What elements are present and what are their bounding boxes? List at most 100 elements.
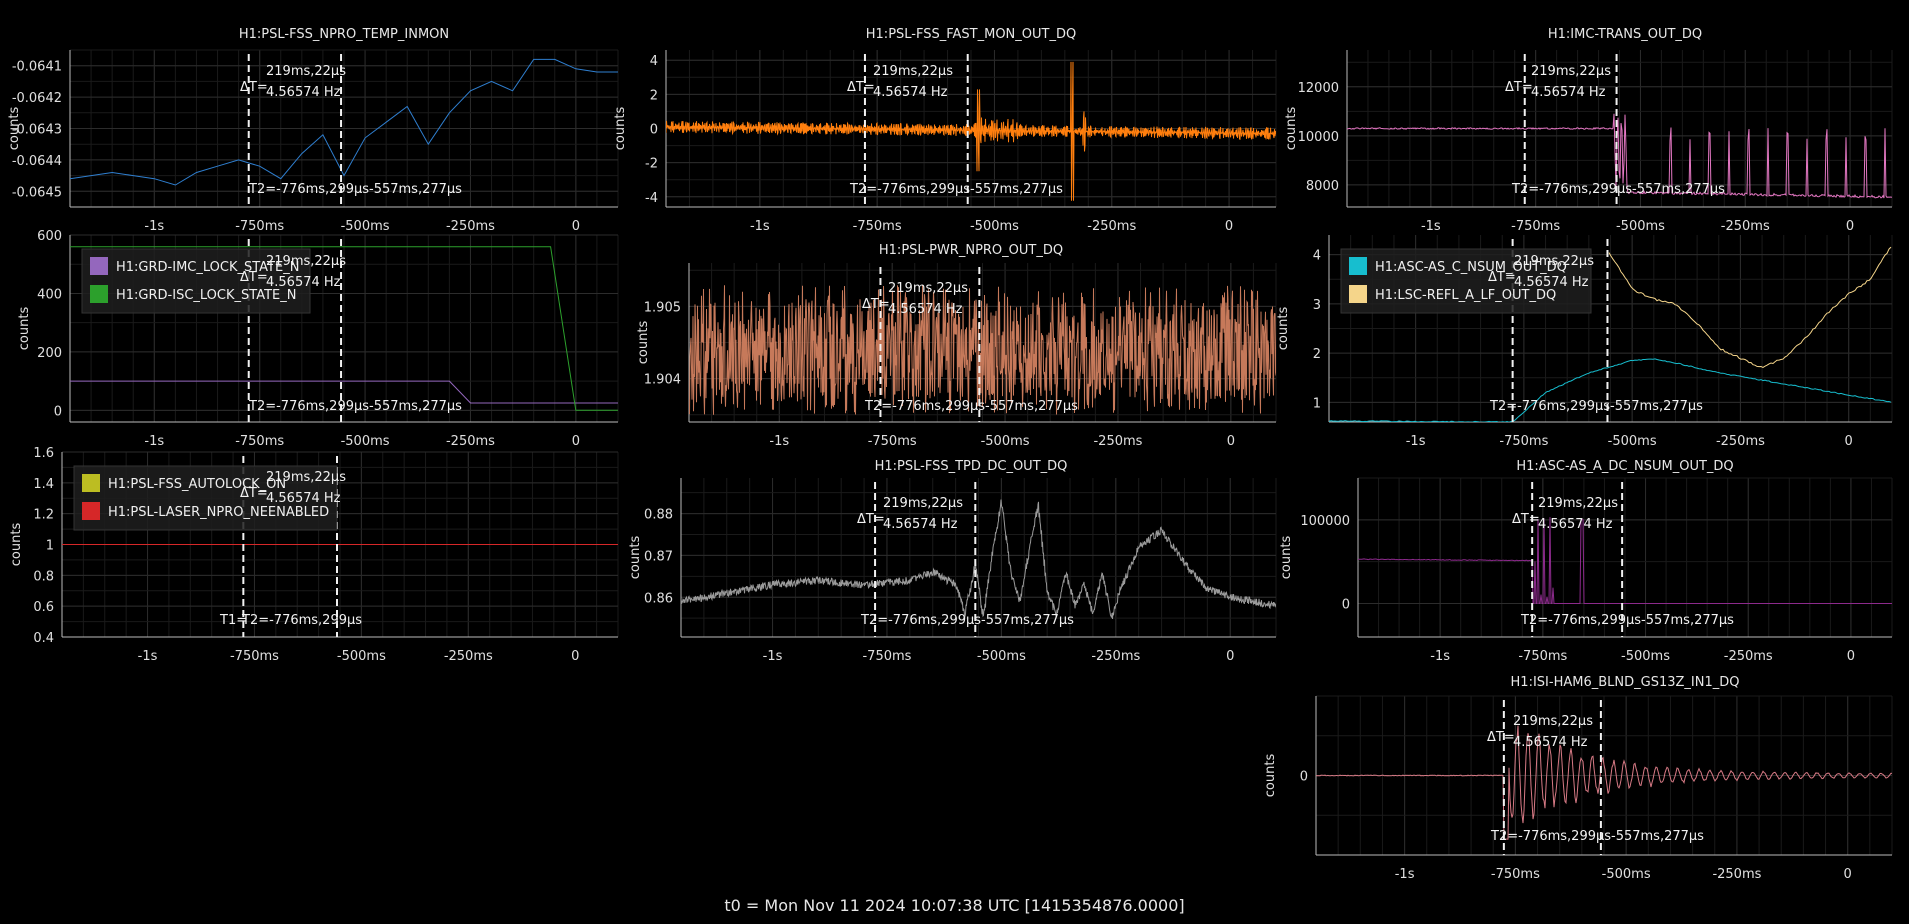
delta-t-value: 219ms,22µs [888, 281, 968, 296]
y-tick-label: 600 [37, 229, 62, 244]
y-axis-label: counts [636, 321, 651, 365]
delta-t-value: 219ms,22µs [266, 254, 346, 269]
cursor-t3-label: -557ms,277µs [981, 613, 1074, 628]
y-axis-label: counts [9, 523, 24, 567]
delta-t-symbol: ΔT= [1487, 730, 1515, 745]
x-tick-label: -500ms [970, 219, 1019, 234]
y-tick-label: 12000 [1298, 81, 1339, 96]
y-tick-label: 0 [1342, 598, 1350, 613]
y-tick-label: 4 [1313, 249, 1321, 264]
x-tick-label: -750ms [235, 219, 284, 234]
x-tick-label: -1s [1406, 434, 1426, 449]
series-line [1316, 725, 1892, 840]
x-tick-label: -750ms [235, 434, 284, 449]
delta-t-value: 219ms,22µs [1531, 64, 1611, 79]
x-tick-label: -250ms [446, 219, 495, 234]
x-tick-label: -1s [1430, 649, 1450, 664]
t0-footer: t0 = Mon Nov 11 2024 10:07:38 UTC [14153… [724, 896, 1185, 915]
delta-t-value: 219ms,22µs [1513, 714, 1593, 729]
y-axis-label: counts [628, 536, 643, 580]
chart-pwr-npro: H1:PSL-PWR_NPRO_OUT_DQ 1.905 1.904 -1s -750m… [636, 243, 1277, 449]
x-tick-label: 0 [1844, 867, 1852, 882]
x-tick-label: -1s [750, 219, 770, 234]
y-axis-label: counts [1263, 754, 1278, 798]
delta-t-value: 219ms,22µs [883, 496, 963, 511]
delta-t-symbol: ΔT= [1488, 270, 1516, 285]
chart-title: H1:IMC-TRANS_OUT_DQ [1548, 27, 1702, 42]
y-tick-label: 200 [37, 346, 62, 361]
legend-entry: H1:PSL-LASER_NPRO_NEENABLED [108, 505, 329, 520]
cursor-t2-label: T2=-776ms,299µs [864, 399, 985, 414]
delta-t-frequency: 4.56574 Hz [1513, 735, 1588, 750]
x-tick-label: -500ms [1621, 649, 1670, 664]
delta-t-frequency: 4.56574 Hz [883, 517, 958, 532]
delta-t-symbol: ΔT= [240, 80, 268, 95]
x-tick-label: -750ms [1499, 434, 1548, 449]
x-tick-label: -250ms [1091, 649, 1140, 664]
y-tick-label: 0.86 [644, 591, 673, 606]
series-line-h1-lsc-refl-a-lf-out-dq [1608, 246, 1892, 368]
y-tick-label: 10000 [1298, 130, 1339, 145]
y-tick-label: 8000 [1306, 179, 1339, 194]
delta-t-frequency: 4.56574 Hz [266, 491, 341, 506]
grid [680, 478, 1277, 637]
y-tick-label: 1.4 [33, 477, 54, 492]
x-tick-label: -250ms [1712, 867, 1761, 882]
cursor-t3-label: -557ms,277µs [1632, 182, 1725, 197]
x-tick-label: -750ms [1511, 219, 1560, 234]
y-axis-label: counts [1279, 536, 1294, 580]
delta-t-symbol: ΔT= [240, 486, 268, 501]
x-tick-label: -500ms [1602, 867, 1651, 882]
legend-swatch [82, 502, 100, 520]
legend-entry: H1:GRD-ISC_LOCK_STATE_N [116, 288, 296, 303]
cursor-t2-label: T2=-776ms,299µs [849, 182, 970, 197]
y-tick-label: 0 [650, 123, 658, 138]
y-tick-label: 0.8 [33, 569, 54, 584]
chart-fss-tpd: H1:PSL-FSS_TPD_DC_OUT_DQ 0.88 0.87 0.86 -1s -… [628, 459, 1277, 664]
series-line [689, 284, 1276, 415]
y-axis-label: counts [7, 107, 22, 151]
y-tick-label: 1.905 [644, 300, 681, 315]
x-tick-label: -750ms [853, 219, 902, 234]
delta-t-symbol: ΔT= [847, 80, 875, 95]
delta-t-value: 219ms,22µs [873, 64, 953, 79]
x-tick-label: -250ms [1087, 219, 1136, 234]
chart-imc-trans: H1:IMC-TRANS_OUT_DQ 12000 10000 8000 -1s -750… [1284, 27, 1893, 234]
chart-title: H1:PSL-FSS_TPD_DC_OUT_DQ [875, 459, 1068, 474]
cursor-t3-label: -557ms,277µs [985, 399, 1078, 414]
legend: H1:ASC-AS_C_NSUM_OUT_DQ H1:LSC-REFL_A_LF_… [1340, 248, 1592, 314]
y-tick-label: 0 [54, 404, 62, 419]
cursor-t3-label: -557ms,277µs [369, 182, 462, 197]
x-tick-label: -250ms [446, 434, 495, 449]
x-tick-label: -500ms [341, 219, 390, 234]
y-tick-label: -2 [645, 157, 658, 172]
legend: H1:PSL-FSS_AUTOLOCK_ON H1:PSL-LASER_NPRO_… [73, 465, 338, 531]
x-tick-label: -750ms [1491, 867, 1540, 882]
cursor-t3-label: -557ms,277µs [1611, 829, 1704, 844]
x-tick-label: -750ms [868, 434, 917, 449]
chart-title: H1:ISI-HAM6_BLND_GS13Z_IN1_DQ [1511, 675, 1740, 690]
chart-title: H1:PSL-PWR_NPRO_OUT_DQ [879, 243, 1063, 258]
y-tick-label: 1.6 [33, 446, 54, 461]
chart-asc-lsc: 4 3 2 1 -1s -750ms -500ms -250ms 0 counts H1:ASC-A… [1276, 235, 1893, 449]
x-tick-label: -250ms [1724, 649, 1773, 664]
delta-t-frequency: 4.56574 Hz [266, 275, 341, 290]
y-tick-label: 0.6 [33, 600, 54, 615]
chart-fss-autolock: 1.6 1.4 1.2 1 0.8 0.6 0.4 -1s -750ms -500ms -250ms… [9, 446, 619, 664]
x-tick-label: -750ms [1518, 649, 1567, 664]
y-tick-label: -4 [645, 191, 658, 206]
x-tick-label: -250ms [1721, 219, 1770, 234]
cursor-t2-label: T2=-776ms,299µs [248, 182, 369, 197]
delta-t-frequency: 4.56574 Hz [1538, 517, 1613, 532]
legend: H1:GRD-IMC_LOCK_STATE_N H1:GRD-ISC_LOCK_S… [81, 248, 311, 314]
delta-t-symbol: ΔT= [240, 270, 268, 285]
cursor-t3-label: -557ms,277µs [1610, 399, 1703, 414]
x-tick-label: -250ms [1093, 434, 1142, 449]
x-tick-label: -750ms [862, 649, 911, 664]
chart-asc-as-a: H1:ASC-AS_A_DC_NSUM_OUT_DQ 100000 0 -1s -750… [1279, 459, 1893, 664]
y-tick-label: 0.87 [644, 549, 673, 564]
delta-t-frequency: 4.56574 Hz [1514, 275, 1589, 290]
chart-isi-ham6: H1:ISI-HAM6_BLND_GS13Z_IN1_DQ 0 -1s -750ms -… [1263, 675, 1893, 882]
y-tick-label: -0.0642 [12, 91, 62, 106]
x-tick-label: 0 [1845, 434, 1853, 449]
